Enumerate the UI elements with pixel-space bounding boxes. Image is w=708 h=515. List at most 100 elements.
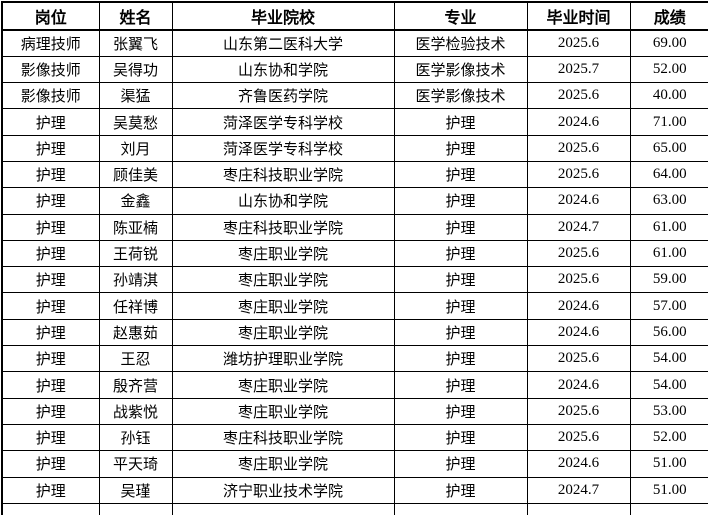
cell-grad-time: 2024.7 — [526, 476, 631, 504]
cell-position: 影像技师 — [1, 82, 100, 110]
cell-major: 护理 — [393, 213, 528, 241]
cell-school: 济宁职业技术学院 — [171, 476, 395, 504]
cell-score: 56.00 — [629, 318, 708, 347]
cell-name: 殷齐营 — [98, 371, 173, 399]
cell-position: 护理 — [1, 450, 100, 478]
table-row: 护理 战紫悦 枣庄职业学院 护理 2025.6 53.00 — [1, 397, 708, 425]
cell-grad-time: 2024.6 — [526, 450, 631, 478]
cell-school: 枣庄职业学院 — [171, 371, 395, 399]
cell-school: 齐鲁医药学院 — [171, 82, 395, 110]
cell-name: 王忍 — [98, 345, 173, 373]
cell-score — [629, 502, 708, 515]
cell-position: 护理 — [1, 108, 100, 136]
cell-score: 51.00 — [629, 450, 708, 478]
cell-name: 张翼飞 — [98, 29, 173, 57]
cell-name: 渠猛 — [98, 82, 173, 110]
cell-school: 枣庄职业学院 — [171, 292, 395, 320]
cell-name: 赵惠茹 — [98, 318, 173, 347]
cell-major: 护理 — [393, 476, 528, 504]
cell-score: 52.00 — [629, 423, 708, 452]
cell-position: 影像技师 — [1, 55, 100, 84]
cell-grad-time: 2025.6 — [526, 29, 631, 57]
cell-score: 40.00 — [629, 82, 708, 110]
cell-school: 菏泽医学专科学校 — [171, 134, 395, 162]
table-row: 病理技师 张翼飞 山东第二医科大学 医学检验技术 2025.6 69.00 — [1, 29, 708, 57]
cell-grad-time: 2025.6 — [526, 82, 631, 110]
cell-major: 护理 — [393, 450, 528, 478]
cell-position: 病理技师 — [1, 29, 100, 57]
cell-name: 金鑫 — [98, 187, 173, 215]
cell-grad-time — [526, 502, 631, 515]
cell-school: 枣庄职业学院 — [171, 239, 395, 268]
cell-position: 护理 — [1, 371, 100, 399]
cell-name: 孙靖淇 — [98, 266, 173, 294]
cell-grad-time: 2024.6 — [526, 318, 631, 347]
cell-school: 枣庄职业学院 — [171, 397, 395, 425]
table-row: 影像技师 渠猛 齐鲁医药学院 医学影像技术 2025.6 40.00 — [1, 82, 708, 110]
cell-score: 69.00 — [629, 29, 708, 57]
table-row: 护理 孙靖淇 枣庄职业学院 护理 2025.6 59.00 — [1, 266, 708, 294]
cell-position — [1, 502, 100, 515]
cell-school: 枣庄职业学院 — [171, 266, 395, 294]
column-header-major: 专业 — [393, 1, 528, 31]
cell-score: 54.00 — [629, 371, 708, 399]
table-row: 护理 吴瑾 济宁职业技术学院 护理 2024.7 51.00 — [1, 476, 708, 504]
cell-score: 57.00 — [629, 292, 708, 320]
cell-name: 平天琦 — [98, 450, 173, 478]
cell-school: 潍坊护理职业学院 — [171, 345, 395, 373]
cell-major: 护理 — [393, 292, 528, 320]
cell-school — [171, 502, 395, 515]
table-row: 护理 孙钰 枣庄科技职业学院 护理 2025.6 52.00 — [1, 423, 708, 452]
cell-school: 枣庄科技职业学院 — [171, 160, 395, 189]
header-row: 岗位 姓名 毕业院校 专业 毕业时间 成绩 — [1, 1, 708, 31]
cell-grad-time: 2025.6 — [526, 266, 631, 294]
cell-score: 52.00 — [629, 55, 708, 84]
cell-grad-time: 2024.7 — [526, 213, 631, 241]
cell-school: 枣庄职业学院 — [171, 318, 395, 347]
cell-score: 65.00 — [629, 134, 708, 162]
cell-major: 医学检验技术 — [393, 29, 528, 57]
cell-score: 61.00 — [629, 213, 708, 241]
cell-grad-time: 2025.6 — [526, 397, 631, 425]
cell-school: 山东协和学院 — [171, 187, 395, 215]
cell-position: 护理 — [1, 266, 100, 294]
cell-position: 护理 — [1, 423, 100, 452]
table-row: 护理 任祥博 枣庄职业学院 护理 2024.6 57.00 — [1, 292, 708, 320]
table-header: 岗位 姓名 毕业院校 专业 毕业时间 成绩 — [1, 1, 708, 31]
cell-grad-time: 2025.6 — [526, 423, 631, 452]
cell-major: 护理 — [393, 318, 528, 347]
cell-major: 护理 — [393, 423, 528, 452]
cell-major: 护理 — [393, 187, 528, 215]
cell-school: 山东协和学院 — [171, 55, 395, 84]
table-row: 护理 顾佳美 枣庄科技职业学院 护理 2025.6 64.00 — [1, 160, 708, 189]
cell-school: 枣庄职业学院 — [171, 450, 395, 478]
cell-grad-time: 2025.6 — [526, 160, 631, 189]
cell-name: 吴瑾 — [98, 476, 173, 504]
cell-position: 护理 — [1, 318, 100, 347]
cell-name — [98, 502, 173, 515]
cell-major — [393, 502, 528, 515]
column-header-name: 姓名 — [98, 1, 173, 31]
table-row: 影像技师 吴得功 山东协和学院 医学影像技术 2025.7 52.00 — [1, 55, 708, 84]
table-row: 护理 王忍 潍坊护理职业学院 护理 2025.6 54.00 — [1, 345, 708, 373]
cell-major: 医学影像技术 — [393, 55, 528, 84]
cell-major: 护理 — [393, 397, 528, 425]
cell-score: 51.00 — [629, 476, 708, 504]
cell-major: 护理 — [393, 266, 528, 294]
column-header-gradtime: 毕业时间 — [526, 1, 631, 31]
cell-major: 护理 — [393, 160, 528, 189]
cell-major: 护理 — [393, 134, 528, 162]
cell-name: 战紫悦 — [98, 397, 173, 425]
cell-score: 64.00 — [629, 160, 708, 189]
cell-score: 54.00 — [629, 345, 708, 373]
cell-major: 护理 — [393, 239, 528, 268]
table-row: 护理 金鑫 山东协和学院 护理 2024.6 63.00 — [1, 187, 708, 215]
cell-name: 吴得功 — [98, 55, 173, 84]
cell-position: 护理 — [1, 187, 100, 215]
cell-grad-time: 2025.6 — [526, 345, 631, 373]
cell-position: 护理 — [1, 476, 100, 504]
cell-position: 护理 — [1, 292, 100, 320]
cell-score: 61.00 — [629, 239, 708, 268]
table-body: 病理技师 张翼飞 山东第二医科大学 医学检验技术 2025.6 69.00 影像… — [1, 29, 708, 515]
